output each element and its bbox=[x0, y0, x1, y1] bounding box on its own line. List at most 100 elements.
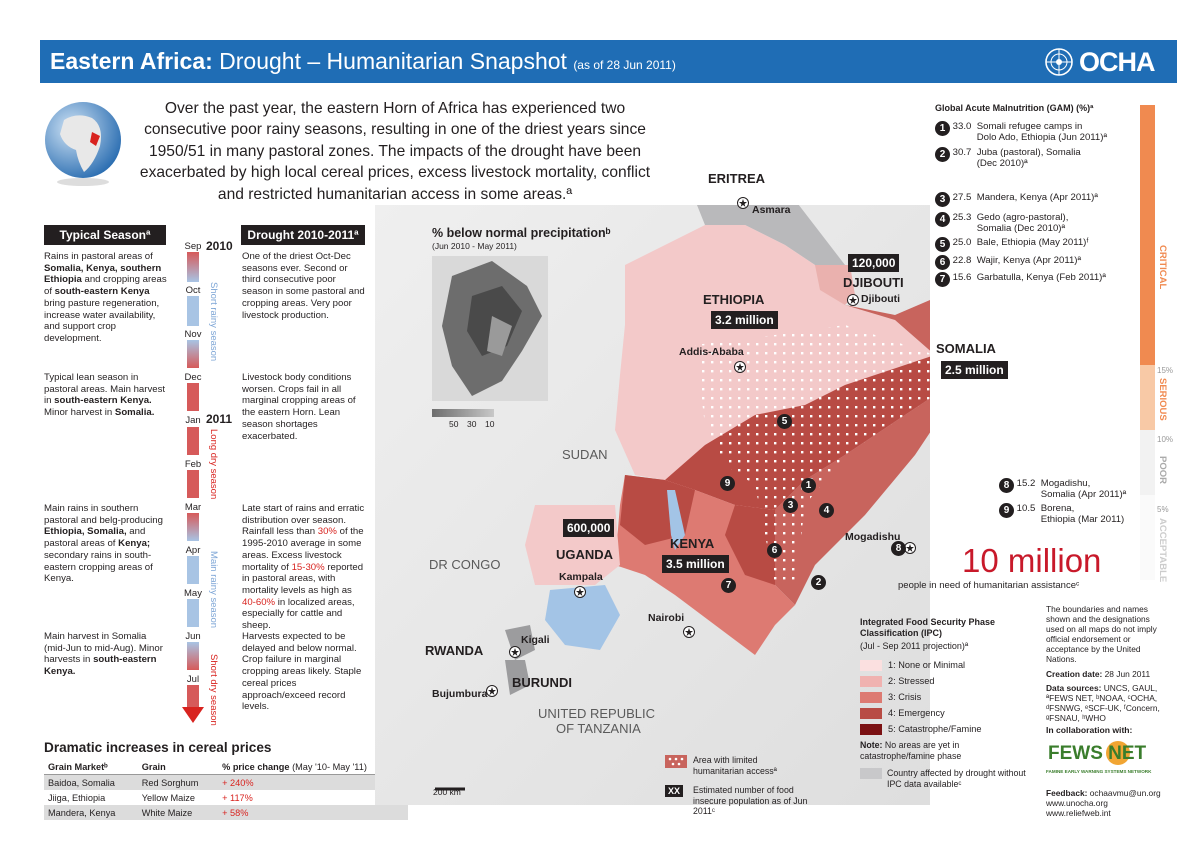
capital-star-icon bbox=[683, 625, 695, 643]
timeline-segment bbox=[187, 513, 199, 541]
reliefweb-link[interactable]: www.reliefweb.int bbox=[1046, 808, 1111, 818]
grey-swatch bbox=[860, 768, 882, 779]
timeline-segment bbox=[187, 599, 199, 627]
cell: + 240% bbox=[218, 774, 408, 790]
fews-subtitle: FAMINE EARLY WARNING SYSTEMS NETWORK bbox=[1046, 769, 1152, 774]
inset-scale-label: 50 bbox=[449, 419, 459, 429]
map-marker-5: 5 bbox=[777, 414, 792, 429]
ipc-legend-item: 1: None or Minimal bbox=[860, 657, 981, 673]
capital-star-icon bbox=[574, 585, 586, 603]
inset-scale-label: 30 bbox=[467, 419, 477, 429]
collab-label: In collaboration with: bbox=[1046, 725, 1133, 735]
year-2011: 2011 bbox=[206, 412, 233, 426]
pop-box-ethiopia: 3.2 million bbox=[711, 311, 778, 329]
season-label: Main rainy season bbox=[208, 551, 219, 629]
drought-text-1: One of the driest Oct-Dec seasons ever. … bbox=[242, 251, 365, 321]
ipc-legend-item: 5: Catastrophe/Famine bbox=[860, 721, 981, 737]
feedback: Feedback: ochaavmu@un.org www.unocha.org… bbox=[1046, 788, 1161, 818]
page-title: Eastern Africa: Drought – Humanitarian S… bbox=[50, 48, 676, 74]
xx-swatch: XX bbox=[665, 785, 684, 797]
drought-header: Drought 2010-2011ª bbox=[241, 225, 365, 245]
gam-scale-label: SERIOUS bbox=[1157, 378, 1168, 421]
capital-star-icon bbox=[509, 645, 521, 663]
un-emblem-icon bbox=[1045, 48, 1073, 76]
month-label: Nov bbox=[184, 329, 202, 340]
capital-star-icon bbox=[737, 196, 749, 214]
ipc-subtitle: (Jul - Sep 2011 projection)ª bbox=[860, 641, 969, 651]
pop-box-kenya: 3.5 million bbox=[662, 555, 729, 573]
month-label: Oct bbox=[185, 285, 201, 296]
cereal-title: Dramatic increases in cereal prices bbox=[44, 740, 272, 755]
gam-scale-label: POOR bbox=[1157, 456, 1168, 484]
timeline-segment bbox=[187, 296, 199, 326]
map-marker-3: 3 bbox=[783, 498, 798, 513]
city-label-mogadishu: Mogadishu bbox=[845, 531, 901, 543]
capital-star-icon bbox=[734, 360, 746, 378]
unocha-link[interactable]: www.unocha.org bbox=[1046, 798, 1108, 808]
inset-scale-bar bbox=[432, 409, 494, 417]
typical-text-2: Typical lean season in pastoral areas. M… bbox=[44, 372, 166, 419]
table-row: Mandera, Kenya White Maize + 58% bbox=[44, 805, 408, 820]
gam-scale-acceptable bbox=[1140, 495, 1155, 580]
limited-access-swatch bbox=[665, 755, 687, 768]
gam-item: 7 15.6 Garbatulla, Kenya (Feb 2011)ª bbox=[935, 272, 1106, 287]
pop-box-somalia: 2.5 million bbox=[941, 361, 1008, 379]
timeline-segment bbox=[187, 383, 199, 411]
gam-scale-critical bbox=[1140, 105, 1155, 365]
inset-title: % below normal precipitationᵇ bbox=[432, 226, 611, 240]
gam-threshold: 10% bbox=[1157, 435, 1174, 444]
feedback-email[interactable]: ochaavmu@un.org bbox=[1089, 788, 1161, 798]
capital-star-icon bbox=[486, 684, 498, 702]
drought-text-2: Livestock body conditions worsen. Crops … bbox=[242, 372, 356, 442]
ipc-legend: 1: None or Minimal 2: Stressed 3: Crisis… bbox=[860, 657, 981, 737]
cell: + 117% bbox=[222, 792, 253, 803]
gam-item: 5 25.0 Bale, Ethiopia (May 2011)ᶠ bbox=[935, 237, 1089, 252]
inset-precip-map bbox=[432, 256, 548, 401]
timeline-segment bbox=[187, 252, 199, 282]
map-marker-9: 9 bbox=[720, 476, 735, 491]
gam-threshold: 15% bbox=[1157, 366, 1174, 375]
ipc-title: Integrated Food Security Phase Classific… bbox=[860, 617, 996, 638]
intro-text: Over the past year, the eastern Horn of … bbox=[139, 100, 651, 203]
drought-text-3: Late start of rains and erratic distribu… bbox=[242, 503, 365, 632]
map-marker-1: 1 bbox=[801, 478, 816, 493]
gam-item: 9 10.5 Borena, Ethiopia (Mar 2011) bbox=[999, 503, 1124, 525]
timeline-segment bbox=[187, 642, 199, 670]
country-label-sudan: SUDAN bbox=[562, 447, 608, 462]
gam-item: 3 27.5 Mandera, Kenya (Apr 2011)ª bbox=[935, 192, 1098, 207]
gam-item: 6 22.8 Wajir, Kenya (Apr 2011)ª bbox=[935, 255, 1081, 270]
pop-box-djibouti: 120,000 bbox=[848, 254, 900, 272]
ipc-legend-item: 2: Stressed bbox=[860, 673, 981, 689]
city-label-asmara: Asmara bbox=[752, 204, 791, 216]
month-label: May bbox=[184, 588, 202, 599]
month-label: Jul bbox=[186, 674, 200, 685]
country-label-drc: DR CONGO bbox=[429, 557, 501, 572]
typical-text-3: Main rains in southern pastoral and belg… bbox=[44, 503, 163, 585]
country-label-burundi: BURUNDI bbox=[512, 675, 572, 690]
data-sources: Data sources: UNCS, GAUL, ªFEWS NET, ᵇNO… bbox=[1046, 683, 1160, 723]
limited-access-label: Area with limited humanitarian accessª bbox=[693, 755, 777, 776]
gam-threshold: 5% bbox=[1157, 505, 1169, 514]
map-marker-4: 4 bbox=[819, 503, 834, 518]
city-label-kigali: Kigali bbox=[521, 634, 550, 646]
city-label-nairobi: Nairobi bbox=[648, 612, 685, 624]
map-marker-6: 6 bbox=[767, 543, 782, 558]
country-label-uganda: UGANDA bbox=[556, 547, 614, 562]
ocha-logo: OCHA bbox=[1043, 47, 1165, 77]
timeline-segment bbox=[187, 556, 199, 584]
fews-wordmark: FEWS NET bbox=[1048, 743, 1147, 764]
gam-item: 1 33.0 Somali refugee camps in Dolo Ado, … bbox=[935, 121, 1107, 143]
timeline-segment bbox=[187, 340, 199, 368]
grey-legend-label: Country affected by drought without IPC … bbox=[887, 768, 1026, 789]
month-label: Sep bbox=[184, 241, 202, 252]
country-label-tanzania: UNITED REPUBLIC OF TANZANIA bbox=[538, 706, 656, 736]
month-label: Dec bbox=[184, 372, 202, 383]
city-label-kampala: Kampala bbox=[559, 571, 603, 583]
disclaimer: The boundaries and names shown and the d… bbox=[1046, 604, 1157, 664]
fews-net-logo: FEWS NET FAMINE EARLY WARNING SYSTEMS NE… bbox=[1046, 740, 1166, 780]
ipc-legend-item: 3: Crisis bbox=[860, 689, 981, 705]
season-label: Short rainy season bbox=[208, 282, 219, 362]
gam-scale-label: ACCEPTABLE bbox=[1157, 518, 1168, 583]
month-label: Mar bbox=[184, 502, 202, 513]
cell: Mandera, Kenya bbox=[44, 805, 138, 820]
